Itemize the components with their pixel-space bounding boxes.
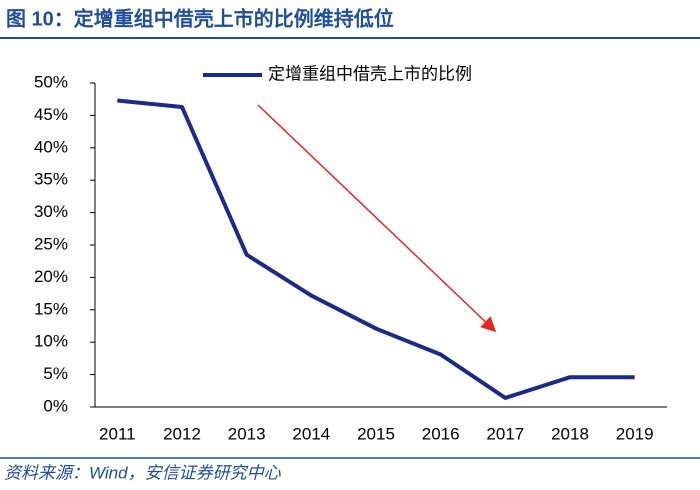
y-tick-label: 40% [34, 137, 68, 156]
x-tick-label: 2012 [163, 424, 201, 443]
series-line [117, 98, 635, 400]
trend-arrow [257, 104, 497, 333]
x-tick-label: 2014 [292, 424, 330, 443]
x-tick-label: 2011 [99, 424, 136, 443]
y-tick-label: 35% [34, 170, 68, 189]
chart-title: 图 10：定增重组中借壳上市的比例维持低位 [6, 6, 394, 30]
y-tick-label: 45% [34, 105, 68, 124]
y-tick-label: 15% [34, 299, 68, 318]
y-tick-label: 25% [34, 234, 68, 253]
x-tick-label: 2017 [486, 424, 524, 443]
source-note: 资料来源：Wind，安信证券研究中心 [4, 463, 282, 482]
y-tick-label: 50% [34, 72, 68, 91]
y-tick-label: 5% [43, 364, 68, 383]
x-tick-label: 2013 [228, 424, 266, 443]
y-tick-label: 10% [34, 332, 68, 351]
x-tick-label: 2018 [551, 424, 589, 443]
y-tick-label: 20% [34, 267, 68, 286]
y-tick-label: 30% [34, 202, 68, 221]
legend-label: 定增重组中借壳上市的比例 [268, 64, 472, 83]
x-tick-label: 2019 [616, 424, 654, 443]
x-tick-label: 2015 [357, 424, 395, 443]
x-tick-label: 2016 [422, 424, 460, 443]
y-tick-label: 0% [43, 396, 68, 415]
